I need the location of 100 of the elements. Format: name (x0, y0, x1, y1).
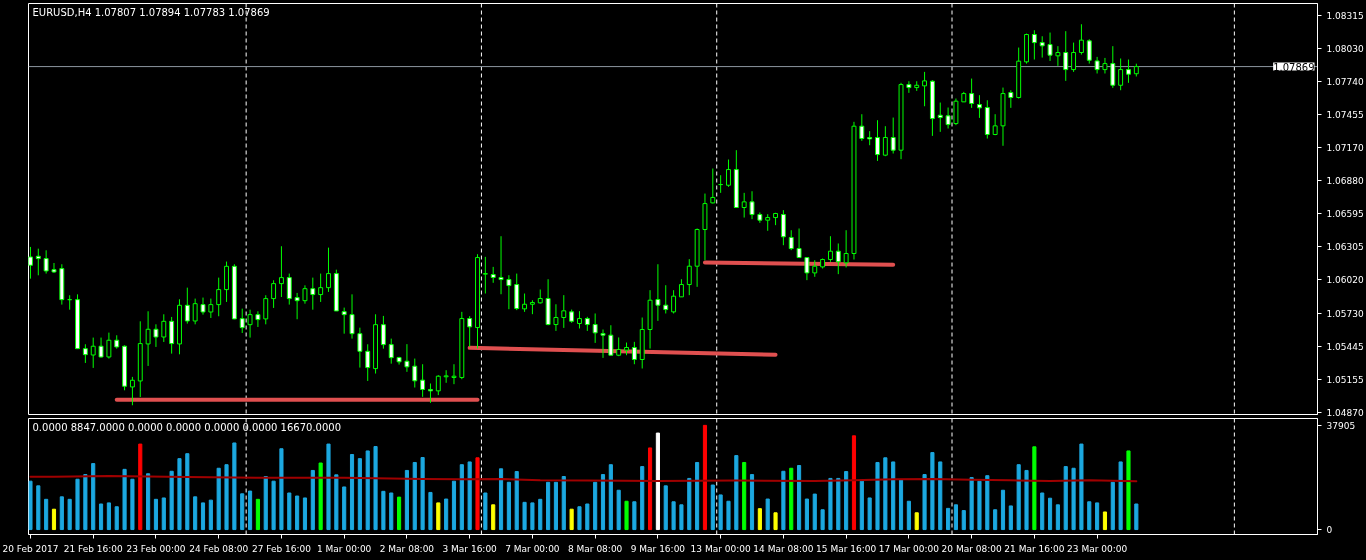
x-tick-label: 21 Mar 16:00 (1004, 543, 1065, 554)
candlestick (937, 102, 943, 133)
bar (138, 443, 143, 531)
bar (726, 500, 731, 531)
candlestick (608, 324, 614, 356)
y-tick-label: 1.08315 (1326, 10, 1364, 21)
x-tick-label: 9 Mar 16:00 (630, 543, 686, 554)
bar (1000, 489, 1006, 531)
x-tick-label: 7 Mar 00:00 (505, 543, 560, 554)
bar (1102, 511, 1108, 531)
bar (342, 486, 347, 531)
candlestick (420, 363, 426, 398)
bar (444, 498, 449, 531)
candlestick (827, 235, 833, 263)
bar (83, 474, 88, 531)
bar (922, 474, 927, 531)
bar (122, 468, 127, 531)
y-tick-label: 1.07455 (1326, 109, 1364, 120)
y-tick-label: 1.06305 (1326, 242, 1364, 253)
bar (130, 478, 135, 531)
bar (467, 461, 472, 531)
bar (1134, 503, 1139, 531)
bar (310, 469, 315, 531)
bar (451, 480, 457, 531)
x-tick-label: 2 Mar 08:00 (379, 543, 435, 554)
bar (773, 512, 778, 531)
candlestick (35, 248, 41, 276)
bar (498, 468, 504, 531)
candlestick (388, 338, 394, 365)
bar (585, 503, 590, 531)
candlestick (561, 294, 567, 329)
bar (177, 458, 182, 531)
bar (483, 492, 488, 531)
bar (1040, 492, 1045, 531)
candlestick (427, 382, 433, 404)
bar (538, 498, 543, 531)
candlestick (592, 312, 598, 344)
bar (216, 467, 221, 531)
candlestick (82, 343, 88, 364)
candlestick (271, 279, 277, 309)
candlestick (977, 94, 982, 119)
bar (389, 492, 394, 531)
bar (295, 495, 300, 531)
bar (624, 500, 629, 531)
candlestick (106, 332, 112, 360)
candlestick (310, 277, 316, 311)
bar (200, 502, 206, 531)
bar (91, 463, 96, 531)
bar (522, 501, 527, 531)
bar (961, 510, 966, 531)
bar (491, 504, 496, 531)
candlestick (686, 258, 692, 296)
bar (506, 481, 511, 531)
candlestick (365, 343, 371, 382)
candlestick (51, 262, 57, 274)
bar (812, 493, 817, 531)
bar (381, 490, 386, 531)
candlestick (1047, 32, 1053, 62)
bar (789, 467, 794, 531)
bar (271, 480, 276, 531)
bar (993, 509, 998, 531)
candlestick (804, 257, 810, 281)
candlestick (153, 323, 159, 348)
bar (687, 477, 692, 531)
bar (695, 461, 700, 531)
candlestick (404, 343, 410, 373)
bar (185, 453, 190, 531)
bar (428, 491, 433, 531)
bar (898, 479, 904, 531)
bar (742, 461, 747, 531)
candlestick (184, 287, 190, 325)
bar (867, 497, 872, 531)
candlestick (318, 273, 324, 303)
candlestick (875, 119, 880, 162)
bar (875, 461, 880, 531)
candlestick (255, 310, 261, 328)
bar (224, 464, 229, 531)
candlestick (710, 168, 716, 204)
candlestick (43, 249, 49, 275)
candlestick (145, 310, 151, 367)
candlestick (443, 369, 449, 384)
y-tick-label: 1.04870 (1326, 407, 1364, 418)
x-tick-label: 23 Mar 00:00 (1067, 543, 1128, 554)
bar (757, 508, 762, 531)
bar (530, 502, 535, 531)
bar (640, 466, 645, 531)
candlestick (1078, 23, 1084, 56)
bar (232, 442, 237, 531)
candlestick (788, 229, 794, 251)
bar (404, 469, 409, 531)
bar (287, 492, 292, 531)
bar (1016, 464, 1021, 531)
bar (326, 443, 331, 531)
bar (1032, 446, 1037, 531)
candlestick (1071, 42, 1077, 73)
candlestick (263, 294, 269, 325)
candlestick (357, 327, 363, 369)
bar (553, 481, 559, 531)
bar (765, 498, 770, 531)
bar (671, 501, 676, 531)
